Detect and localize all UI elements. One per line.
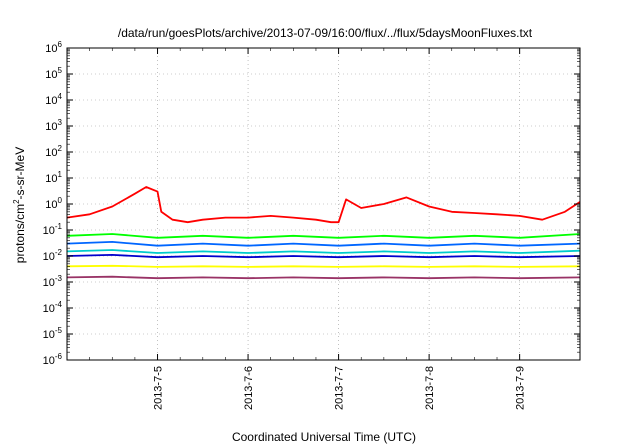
series-line-5 xyxy=(66,253,581,259)
y-tick-label: 106 xyxy=(45,40,62,55)
series-line-6 xyxy=(66,264,581,268)
y-tick-label: 10-6 xyxy=(43,352,63,367)
x-tick-label: 2013-7-5 xyxy=(153,366,165,410)
grid xyxy=(67,48,580,360)
y-tick-label: 102 xyxy=(45,144,62,159)
series-line-1 xyxy=(66,186,581,224)
y-axis-label-pre: protons/cm xyxy=(13,204,27,263)
y-tick-label: 101 xyxy=(45,170,62,185)
y-tick-label: 10-1 xyxy=(43,222,63,237)
chart-title: /data/run/goesPlots/archive/2013-07-09/1… xyxy=(118,26,533,40)
x-tick-label: 2013-7-6 xyxy=(243,366,255,410)
x-tick-label: 2013-7-9 xyxy=(515,366,527,410)
x-tick-label: 2013-7-8 xyxy=(424,366,436,410)
x-tick-label: 2013-7-7 xyxy=(334,366,346,410)
ticks: 10-6 10-5 10-4 10-3 10-2 10-1 100 101 102 103 104 1… xyxy=(43,40,580,410)
series-line-4 xyxy=(66,249,581,254)
y-axis-label-post: -s-sr-MeV xyxy=(13,147,27,200)
series-group xyxy=(66,186,581,280)
y-axis-label: protons/cm2-s-sr-MeV xyxy=(12,147,27,263)
y-axis-label-sup: 2 xyxy=(12,199,21,204)
series-line-7 xyxy=(66,275,581,280)
y-tick-label: 105 xyxy=(45,66,62,81)
y-tick-label: 10-2 xyxy=(43,248,63,263)
x-axis-label: Coordinated Universal Time (UTC) xyxy=(232,430,416,444)
y-tick-label: 10-5 xyxy=(43,326,63,341)
y-tick-label: 104 xyxy=(45,92,62,107)
y-tick-label: 100 xyxy=(45,196,62,211)
series-line-3 xyxy=(66,240,581,247)
y-tick-label: 10-3 xyxy=(43,274,63,289)
y-tick-label: 103 xyxy=(45,118,62,133)
y-tick-label: 10-4 xyxy=(43,300,63,315)
series-line-2 xyxy=(66,233,581,239)
